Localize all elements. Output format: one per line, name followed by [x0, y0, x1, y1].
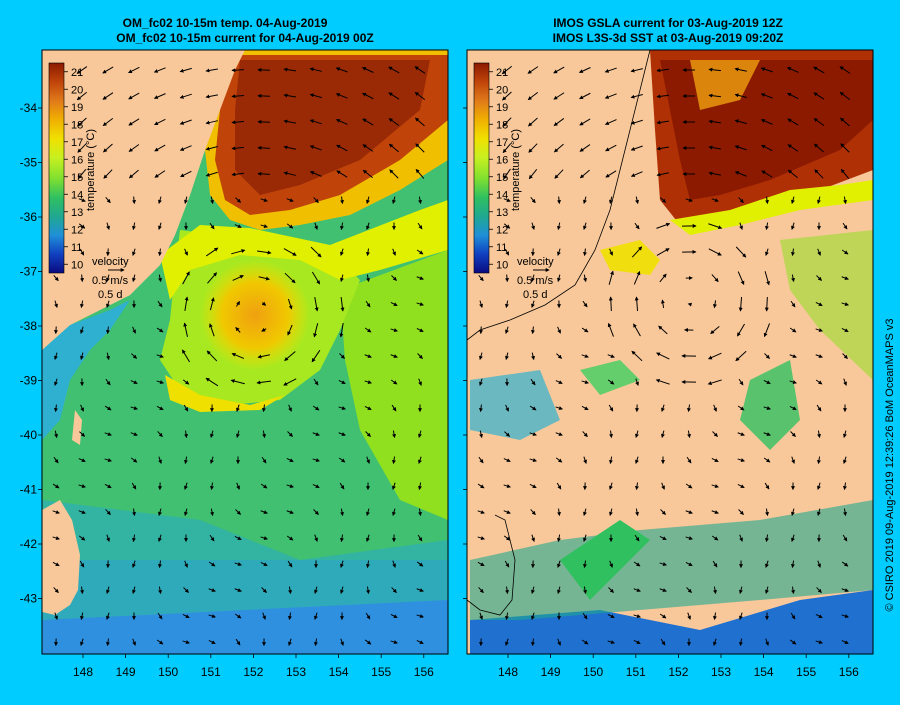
longitude-label: 151: [201, 665, 221, 679]
right-map-panel: [467, 50, 873, 654]
colorbar-tick-label: 14: [496, 189, 508, 201]
colorbar-tick-label: 19: [71, 102, 83, 114]
right-velocity-label: velocity: [517, 256, 554, 268]
colorbar-tick-label: 13: [496, 207, 508, 219]
velocity-arrow: [258, 148, 270, 149]
colorbar-tick-label: 10: [496, 259, 508, 271]
right-longitude-labels: 148 149 150 151 152 153 154 155 156: [498, 654, 859, 679]
latitude-label: -36: [20, 210, 38, 224]
left-velocity-scale: 0.5 m/s: [92, 275, 129, 287]
right-colorbar: [474, 63, 489, 273]
longitude-label: 150: [583, 665, 603, 679]
latitude-label: -42: [20, 537, 38, 551]
colorbar-tick-label: 16: [71, 154, 83, 166]
colorbar-tick-label: 21: [71, 67, 83, 79]
colorbar-tick-label: 11: [496, 242, 507, 254]
colorbar-tick-label: 11: [71, 242, 82, 254]
colorbar-tick-label: 15: [71, 172, 83, 184]
longitude-label: 155: [371, 665, 391, 679]
left-velocity-label: velocity: [92, 256, 129, 268]
colorbar-tick-label: 21: [496, 67, 508, 79]
left-longitude-labels: 148 149 150 151 152 153 154 155 156: [73, 654, 434, 679]
colorbar-tick-label: 17: [71, 137, 83, 149]
colorbar-tick-label: 15: [496, 172, 508, 184]
colorbar-tick-label: 13: [71, 207, 83, 219]
credit-text: © CSIRO 2019 09-Aug-2019 12:39:26 BoM Oc…: [884, 318, 896, 611]
longitude-label: 150: [158, 665, 178, 679]
left-map-panel: [42, 50, 448, 654]
longitude-label: 152: [243, 665, 263, 679]
colorbar-tick-label: 20: [71, 84, 83, 96]
right-velocity-scale: 0.5 m/s: [517, 275, 554, 287]
right-colorbar-label: temperature (°C): [510, 129, 522, 211]
colorbar-tick-label: 12: [71, 224, 83, 236]
longitude-label: 148: [73, 665, 93, 679]
velocity-arrow: [258, 122, 270, 123]
colorbar-tick-label: 10: [71, 259, 83, 271]
colorbar-tick-label: 19: [496, 102, 508, 114]
left-title-line2: OM_fc02 10-15m current for 04-Aug-2019 0…: [116, 31, 373, 45]
latitude-label: -38: [20, 319, 38, 333]
colorbar-tick-label: 17: [496, 137, 508, 149]
longitude-label: 152: [668, 665, 688, 679]
right-title-line2: IMOS L3S-3d SST at 03-Aug-2019 09:20Z: [553, 31, 784, 45]
longitude-label: 156: [839, 665, 859, 679]
right-title-line1: IMOS GSLA current for 03-Aug-2019 12Z: [553, 16, 783, 30]
longitude-label: 154: [754, 665, 774, 679]
longitude-label: 156: [414, 665, 434, 679]
latitude-label: -34: [20, 101, 38, 115]
latitude-label: -43: [20, 592, 38, 606]
velocity-arrow: [611, 297, 612, 311]
colorbar-tick-label: 12: [496, 224, 508, 236]
left-velocity-time: 0.5 d: [98, 289, 122, 301]
latitude-label: -40: [20, 428, 38, 442]
latitude-label: -41: [20, 483, 38, 497]
longitude-label: 154: [329, 665, 349, 679]
colorbar-tick-label: 18: [71, 119, 83, 131]
colorbar-tick-label: 16: [496, 154, 508, 166]
longitude-label: 151: [626, 665, 646, 679]
latitude-label: -35: [20, 156, 38, 170]
left-title-line1: OM_fc02 10-15m temp. 04-Aug-2019: [123, 16, 328, 30]
colorbar-tick-label: 20: [496, 84, 508, 96]
colorbar-tick-label: 18: [496, 119, 508, 131]
left-colorbar: [49, 63, 64, 273]
longitude-label: 149: [116, 665, 136, 679]
colorbar-tick-label: 14: [71, 189, 83, 201]
latitude-label: -37: [20, 265, 38, 279]
longitude-label: 155: [796, 665, 816, 679]
longitude-label: 148: [498, 665, 518, 679]
longitude-label: 149: [541, 665, 561, 679]
longitude-label: 153: [711, 665, 731, 679]
latitude-label: -39: [20, 374, 38, 388]
right-velocity-time: 0.5 d: [523, 289, 547, 301]
left-colorbar-label: temperature (°C): [85, 129, 97, 211]
longitude-label: 153: [286, 665, 306, 679]
